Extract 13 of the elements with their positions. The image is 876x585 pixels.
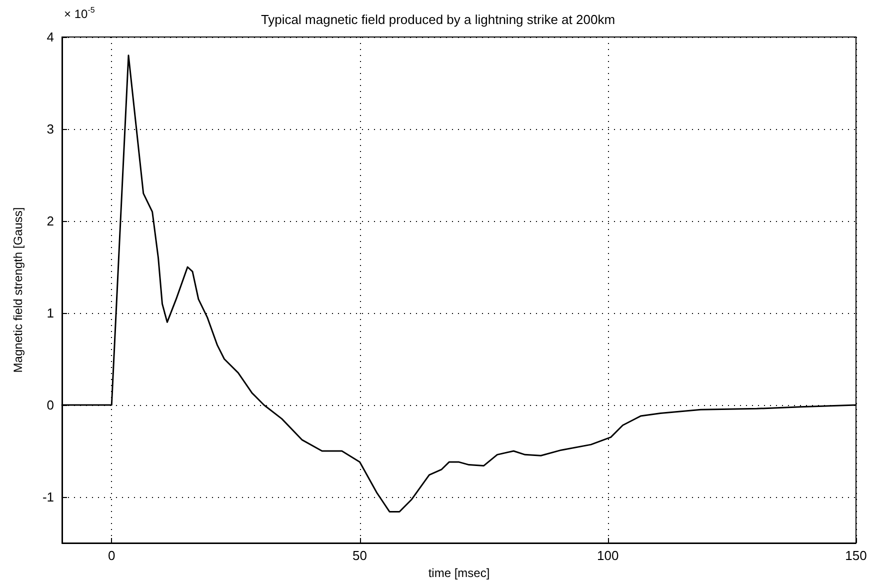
x-tick-label: 150 bbox=[845, 548, 867, 563]
y-tick-label: 1 bbox=[46, 306, 54, 320]
y-tick-label: -1 bbox=[42, 490, 54, 504]
y-tick-label: 4 bbox=[46, 30, 54, 44]
y-axis-title: Magnetic field strength [Gauss] bbox=[11, 207, 25, 373]
x-tick-label: 100 bbox=[597, 548, 619, 563]
y-tick-label: 0 bbox=[46, 398, 54, 412]
x-tick-label: 0 bbox=[108, 548, 116, 563]
y-tick-label: 2 bbox=[46, 214, 54, 228]
x-axis-title: time [msec] bbox=[428, 566, 490, 580]
chart-title: Typical magnetic field produced by a lightning strike at 200km bbox=[260, 12, 616, 27]
y-tick-label: 3 bbox=[46, 122, 54, 136]
x-tick-label: 50 bbox=[352, 548, 367, 563]
